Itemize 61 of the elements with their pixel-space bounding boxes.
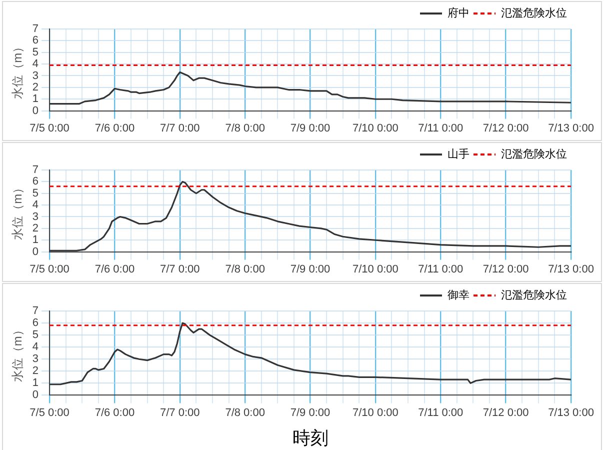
y-tick-label: 3 xyxy=(32,353,39,366)
x-tick-label: 7/6 0:00 xyxy=(94,263,135,276)
x-tick-label: 7/11 0:00 xyxy=(418,122,464,134)
y-tick-label: 7 xyxy=(32,164,39,176)
x-tick-label: 7/6 0:00 xyxy=(94,406,135,419)
y-tick-label: 0 xyxy=(32,104,39,117)
x-axis-title: 時刻 xyxy=(292,428,328,448)
y-tick-label: 3 xyxy=(32,70,39,82)
x-tick-label: 7/12 0:00 xyxy=(482,122,529,134)
x-tick-label: 7/10 0:00 xyxy=(352,122,398,134)
legend-label: 山手 xyxy=(448,148,470,161)
y-tick-label: 1 xyxy=(32,377,39,390)
x-tick-label: 7/9 0:00 xyxy=(290,263,330,276)
y-tick-label: 1 xyxy=(32,234,39,246)
y-axis-title: 水位（m） xyxy=(10,40,25,99)
x-tick-label: 7/13 0:00 xyxy=(548,122,594,134)
y-tick-label: 0 xyxy=(32,389,39,402)
y-tick-label: 1 xyxy=(32,93,39,106)
x-tick-label: 7/9 0:00 xyxy=(290,406,330,419)
y-tick-label: 4 xyxy=(32,199,39,212)
y-tick-label: 5 xyxy=(32,187,39,200)
x-tick-label: 7/5 0:00 xyxy=(30,263,70,276)
legend-label: 氾濫危険水位 xyxy=(501,6,567,20)
x-tick-label: 7/6 0:00 xyxy=(94,122,135,134)
y-axis-title: 水位（m） xyxy=(10,182,25,240)
x-tick-label: 7/13 0:00 xyxy=(548,406,594,419)
x-tick-label: 7/11 0:00 xyxy=(418,406,464,419)
y-tick-label: 2 xyxy=(32,365,39,378)
y-tick-label: 2 xyxy=(32,222,39,234)
x-tick-label: 7/10 0:00 xyxy=(352,263,398,276)
x-tick-label: 7/8 0:00 xyxy=(225,122,265,134)
y-tick-label: 7 xyxy=(32,305,39,318)
y-tick-label: 6 xyxy=(32,317,39,330)
legend-label: 府中 xyxy=(448,6,470,20)
y-tick-label: 7 xyxy=(32,23,39,36)
x-tick-label: 7/8 0:00 xyxy=(225,406,265,419)
x-tick-label: 7/5 0:00 xyxy=(30,122,70,134)
y-tick-label: 5 xyxy=(32,329,39,342)
x-tick-label: 7/12 0:00 xyxy=(482,406,529,419)
x-tick-label: 7/8 0:00 xyxy=(225,263,265,276)
x-tick-label: 7/5 0:00 xyxy=(30,406,70,419)
x-tick-label: 7/7 0:00 xyxy=(160,263,200,276)
legend-label: 氾濫危険水位 xyxy=(501,148,567,161)
y-tick-label: 0 xyxy=(32,246,39,258)
y-tick-label: 4 xyxy=(32,341,39,354)
y-tick-label: 2 xyxy=(32,81,39,94)
legend-label: 氾濫危険水位 xyxy=(501,288,567,302)
x-tick-label: 7/10 0:00 xyxy=(352,406,398,419)
y-tick-label: 3 xyxy=(32,210,39,223)
x-tick-label: 7/11 0:00 xyxy=(418,263,464,276)
x-tick-label: 7/7 0:00 xyxy=(160,122,200,134)
x-tick-label: 7/12 0:00 xyxy=(482,263,529,276)
x-tick-label: 7/13 0:00 xyxy=(548,263,594,276)
x-tick-label: 7/7 0:00 xyxy=(160,406,200,419)
y-tick-label: 6 xyxy=(32,176,39,188)
y-tick-label: 6 xyxy=(32,34,39,47)
y-tick-label: 4 xyxy=(32,58,39,70)
x-tick-label: 7/9 0:00 xyxy=(290,122,330,134)
legend-label: 御幸 xyxy=(448,288,470,302)
y-axis-title: 水位（m） xyxy=(10,324,25,382)
y-tick-label: 5 xyxy=(32,46,39,58)
